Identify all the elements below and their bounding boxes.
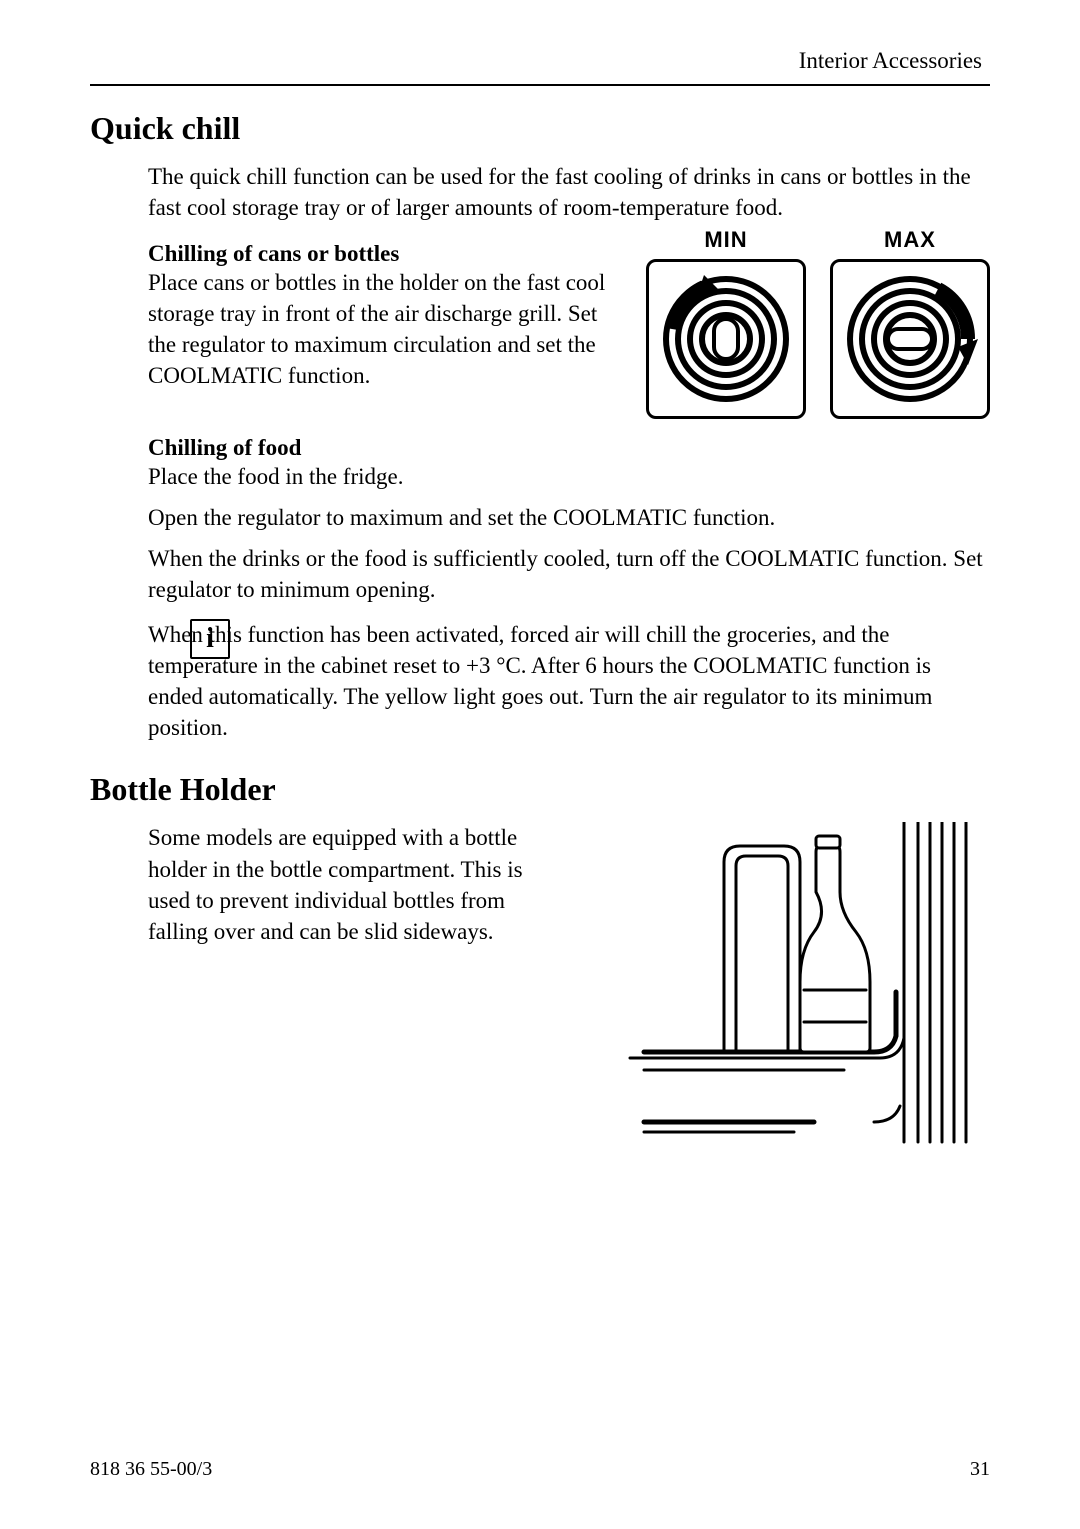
page: Interior Accessories Quick chill The qui… [0,0,1080,1529]
quick-chill-body: The quick chill function can be used for… [148,161,990,605]
subhead-cans: Chilling of cans or bottles [148,241,622,267]
dial-min: MIN [646,227,806,419]
bottle-text: Some models are equipped with a bottle h… [148,822,568,956]
food-line1: Place the food in the fridge. [148,461,990,492]
cans-text: Chilling of cans or bottles Place cans o… [148,233,622,401]
bottle-holder-icon [604,822,984,1152]
cans-body: Place cans or bottles in the holder on t… [148,267,622,391]
info-note-row: i When this function has been activated,… [90,619,990,743]
dial-min-figure [646,259,806,419]
dial-max-icon [840,269,980,409]
dial-max-figure [830,259,990,419]
regulator-dials: MIN [646,227,990,419]
dial-min-label: MIN [646,227,806,253]
food-line2: Open the regulator to maximum and set th… [148,502,990,533]
dial-max: MAX [830,227,990,419]
bottle-holder-body: Some models are equipped with a bottle h… [148,822,990,1157]
quick-chill-intro: The quick chill function can be used for… [148,161,990,223]
bottle-figure [604,822,990,1157]
info-icon-wrap: i [190,619,230,659]
bottle-row: Some models are equipped with a bottle h… [148,822,990,1157]
heading-bottle-holder: Bottle Holder [90,771,990,808]
footer-doc-id: 818 36 55-00/3 [90,1458,212,1481]
footer: 818 36 55-00/3 31 [90,1458,990,1481]
top-rule [90,84,990,86]
info-text: When this function has been activated, f… [148,619,990,743]
running-head: Interior Accessories [90,48,990,74]
dial-max-label: MAX [830,227,990,253]
bottle-body: Some models are equipped with a bottle h… [148,822,568,946]
dial-min-icon [656,269,796,409]
subhead-food: Chilling of food [148,435,990,461]
cans-row: Chilling of cans or bottles Place cans o… [148,233,990,419]
food-line3: When the drinks or the food is sufficien… [148,543,990,605]
info-icon: i [190,619,230,659]
footer-page-number: 31 [970,1458,990,1481]
heading-quick-chill: Quick chill [90,110,990,147]
